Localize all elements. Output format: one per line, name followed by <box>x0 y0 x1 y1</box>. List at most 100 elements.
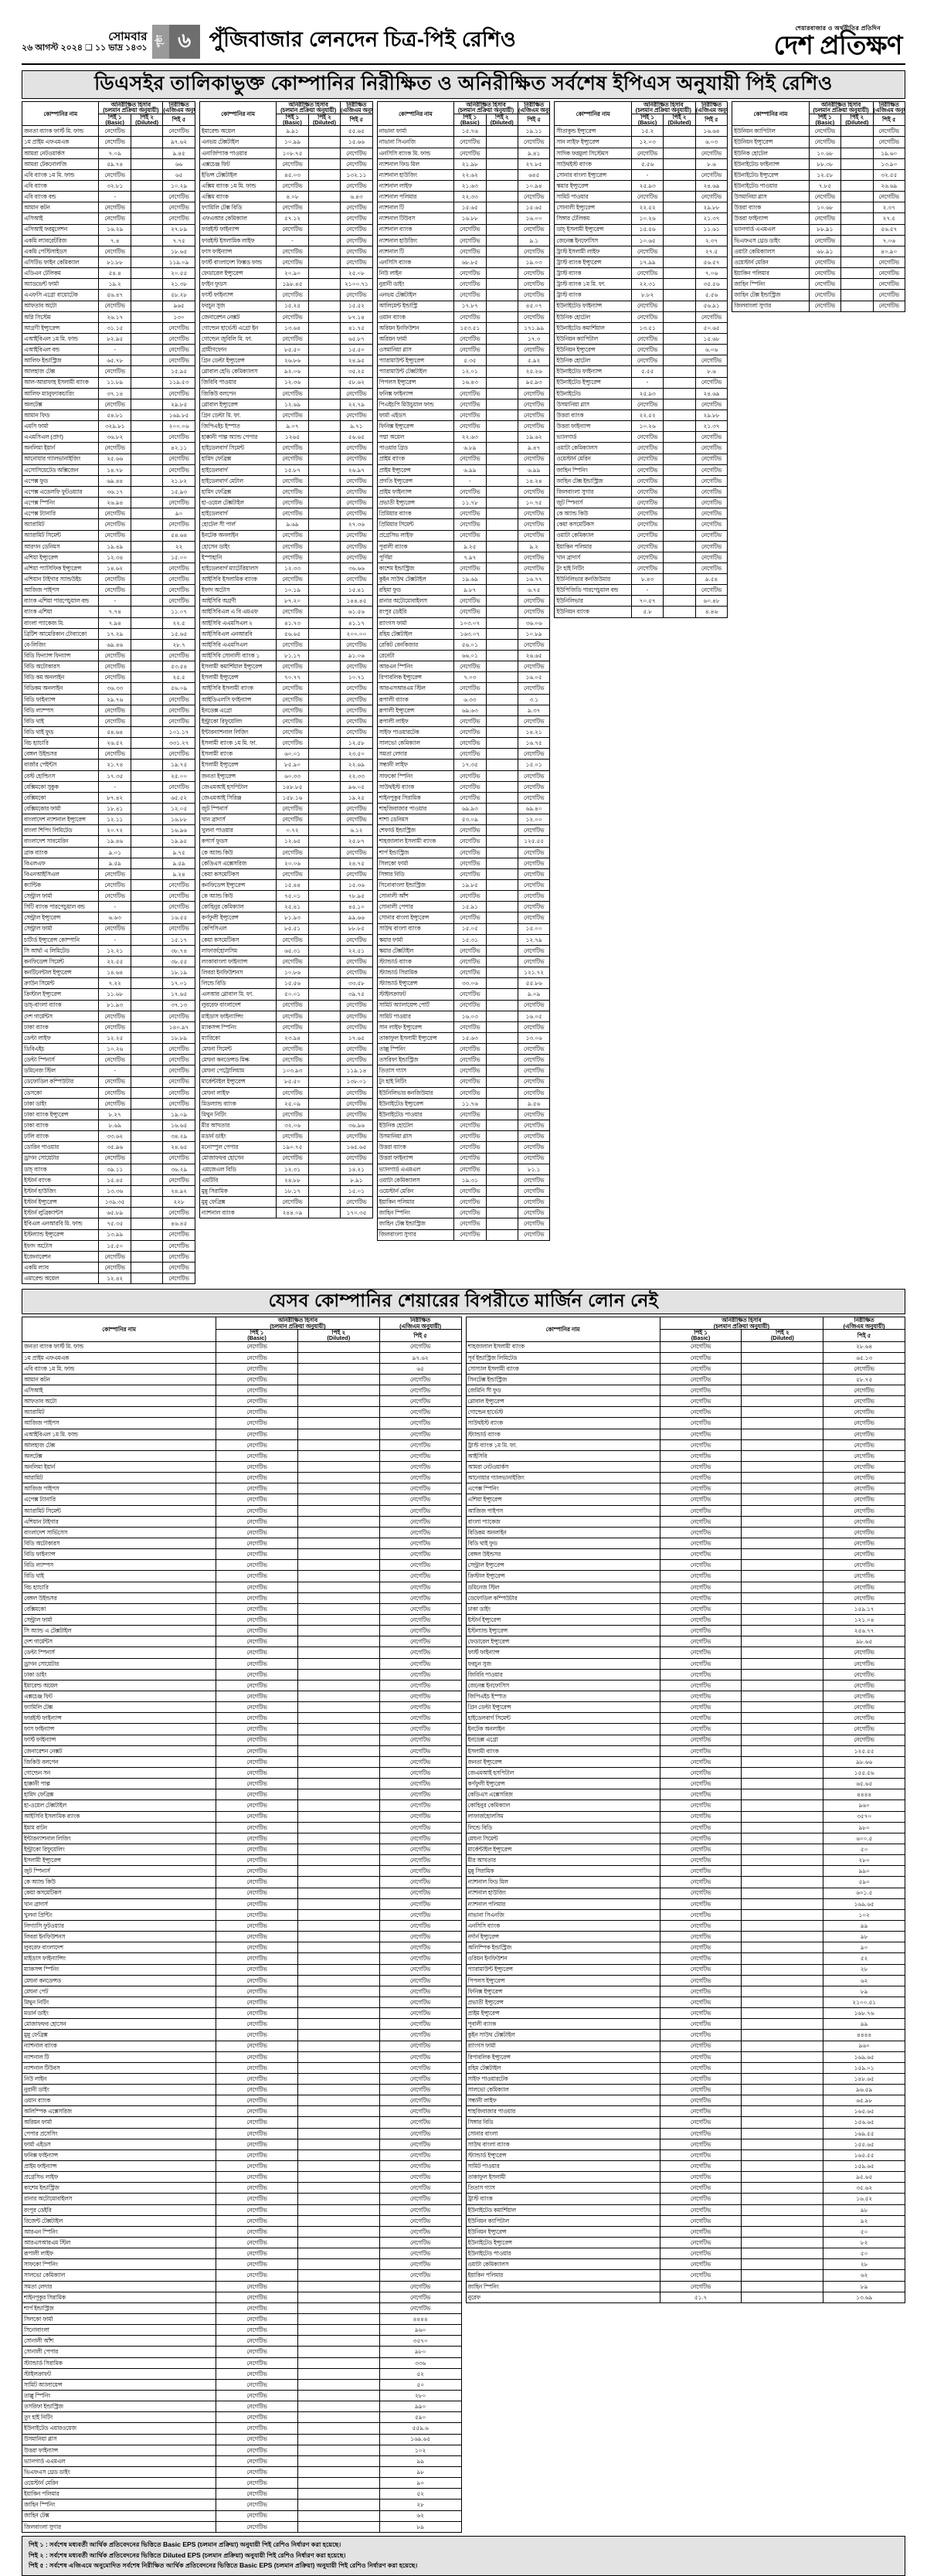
table-row: এএফসি এগ্রো বায়োটেক ৫৬.৪৭ ৫৮.২৮ <box>21 289 195 301</box>
company-name-cell: বিএনআইসিএল <box>21 868 100 881</box>
company-name-cell: ইউনিয়ন ক্যাপিটাল <box>732 125 810 138</box>
table-row: লিন্ডে বিডি নেগেটিভ ৯৮০ <box>465 1821 905 1833</box>
company-name-cell: বাংলাদেশ সাবমেরিন <box>21 835 100 848</box>
pe5-cell: নেগেটিভ <box>162 125 195 138</box>
pe5-cell: ১২.০০ <box>517 814 551 826</box>
company-name-cell: এনসিসি ব্যাংক মি. ফান্ড <box>376 147 455 159</box>
table-row: সোনালী পেপার ১৫.৯১ নেগেটিভ <box>376 901 551 913</box>
pe5-cell: ২১.৩৭ <box>694 212 728 225</box>
pe1-cell: নেগেটিভ <box>453 1207 487 1219</box>
pe2-cell <box>485 1054 518 1066</box>
company-name-cell: জেনেক্স ইনফোসিস <box>554 234 632 246</box>
company-name-cell: আমরা নেটওয়ার্কস <box>21 147 100 159</box>
table-row: মোজাফফর হোসেন নেগেটিভ নেগেটিভ <box>199 1152 373 1164</box>
pe5-cell: ৫৬.৬৫ <box>340 431 373 443</box>
pe1-cell: ৫.৩৫ <box>453 355 487 367</box>
company-name-cell: ঢাকা ডাইং <box>21 1097 100 1110</box>
pe5-cell: ২৭.৮৫ <box>517 158 551 170</box>
table-row: ডিবিএইচ ১০.২৬ নেগেটিভ <box>21 1043 195 1055</box>
pe1-cell: ১৫.৪৪ <box>276 878 309 892</box>
table-row: সমতা লেদার নেগেটিভ নেগেটিভ <box>376 748 551 760</box>
company-name-cell: আনোয়ার গ্যালভানাইজিং <box>21 453 100 465</box>
pe1-cell: নেগেটিভ <box>659 1657 742 1670</box>
pe5-cell: নেগেটিভ <box>379 2029 462 2041</box>
pe1-cell: নেগেটিভ <box>453 136 487 148</box>
pe1-cell: নেগেটিভ <box>276 442 309 454</box>
company-name-cell: সালভো কেমিক্যাল <box>376 737 455 749</box>
company-name-cell: রেনেটা <box>376 650 455 662</box>
company-name-cell: ক্রিস্টাল ইন্স্যুরেন্স <box>465 1570 660 1582</box>
table-row: জনতা ইন্স্যুরেন্স নেগেটিভ ৯৮.৬৬ <box>465 1755 905 1768</box>
company-name-cell: ওয়েস্টার্ন মেরিন <box>554 453 632 465</box>
pe2-cell <box>297 2291 380 2303</box>
company-name-cell: ফেডারেল ইন্স্যুরেন্স <box>465 1636 660 1648</box>
pe5-cell: ১৭০.৩৫ <box>340 1207 373 1219</box>
pe1-cell: নেগেটিভ <box>98 868 131 881</box>
pe1-cell: ৮৫.৫১ <box>276 923 309 935</box>
pe1-cell: নেগেটিভ <box>276 1043 309 1055</box>
table-row: ন্যাশনাল ব্যাংক ২৪৪.০৯ ১৭০.৩৫ <box>199 1207 373 1219</box>
company-name-cell: উত্তরা ফাইন্যান্স <box>21 2444 217 2456</box>
pe1-cell: ২১.৬৩ <box>453 179 487 192</box>
pe1-cell: ৯.০১ <box>98 846 131 858</box>
table-row: শার্প ইন্ডাস্ট্রিজ নেগেটিভ নেগেটিভ <box>21 2302 462 2315</box>
pe-table: কোম্পানির নাম অনিরীক্ষিত হিসাব (চলমান প্রক… <box>554 100 728 618</box>
company-name-cell: জিবিবি পাওয়ার <box>465 1668 660 1681</box>
pe1-cell: ৮৮.৯১ <box>808 223 842 236</box>
pe2-cell <box>485 638 518 651</box>
table-row: আজিজ পাইপস নেগেটিভ নেগেটিভ <box>21 1417 462 1429</box>
table-row: বেক্সিমকোর ফার্মা ১৮.৪১ ১২.০৫ <box>21 803 195 815</box>
pe5-cell: ৬০.৪৮ <box>694 595 728 607</box>
table-row: সেন্ট্রাল ইন্স্যুরেন্স নেগেটিভ নেগেটিভ <box>465 1559 905 1572</box>
company-name-cell: ইউনাইটেড ফাইন্যান্স <box>554 365 632 378</box>
table-row: ইমারেল্ড অয়েল ৯.৯১ ৫৫.৬৫ <box>199 125 373 138</box>
company-name-cell: শাইনপুকুর সিরামিক <box>376 791 455 804</box>
company-name-cell: স্ট্যান্ডার্ড ইন্স্যুরেন্স <box>376 977 455 990</box>
margin-loan-banner: যেসব কোম্পানির শেয়ারের বিপরীতে মার্জিন … <box>22 1289 905 1315</box>
table-row: তিতাস গ্যাস নেগেটিভ নেগেটিভ <box>376 1065 551 1077</box>
pe5-cell: নেগেটিভ <box>379 1428 462 1440</box>
table-row: বিডি থাই ফুড ৫৪.৬৪ ১০১.১৭ <box>21 726 195 739</box>
table-row: সন্ধানী লাইফ নেগেটিভ ৬৫.৯৮ <box>465 2095 905 2107</box>
pe1-cell: নেগেটিভ <box>659 1625 742 1637</box>
pe2-cell <box>741 1919 824 1932</box>
pe2-cell <box>297 1614 380 1626</box>
company-name-cell: ওয়াটা কেমিক্যাল <box>554 529 632 542</box>
pe1-cell: নেগেটিভ <box>659 1515 742 1528</box>
pe5-cell: নেগেটিভ <box>823 1734 905 1746</box>
pe2-cell <box>741 1428 824 1440</box>
pe5-cell: ১১.০৭ <box>162 606 195 618</box>
pe2-cell <box>741 1636 824 1648</box>
pe5-cell: ৫৮.২৮ <box>162 289 195 301</box>
pe5-cell: নেগেটিভ <box>162 573 195 586</box>
company-name-cell: লিবরা ইনফিউশনস <box>21 1931 217 1943</box>
pe2-cell <box>485 955 518 968</box>
table-row: জিবিবি পাওয়ার ১২.৩৬ ৫৮.৬২ <box>199 376 373 389</box>
col-header-pe2: পিই ২ (Diluted) <box>485 113 518 127</box>
company-name-cell: অলটেক্স <box>21 398 100 410</box>
company-name-cell: খান ব্রাদার্স <box>199 814 277 826</box>
pe1-cell: নেগেটিভ <box>216 1679 298 1692</box>
table-row: রানার অটোমোবাইলস নেগেটিভ নেগেটিভ <box>376 595 551 607</box>
pe2-cell <box>307 715 341 728</box>
company-name-cell: হোসেন ডাইং <box>199 540 277 552</box>
company-name-cell: এসিটিভ ফাইন কেমিক্যাল <box>21 256 100 269</box>
pe1-cell: ২২.৬২ <box>453 168 487 182</box>
pe2-cell <box>297 1668 380 1681</box>
table-row: জুট স্পিনার্স নেগেটিভ নেগেটিভ <box>199 803 373 815</box>
table-row: বিডি অটোকারস নেগেটিভ নেগেটিভ <box>21 1538 462 1550</box>
pe5-cell: নেগেটিভ <box>517 518 551 531</box>
pe5-cell: ৬.০৩ <box>694 136 728 148</box>
pe1-cell: নেগেটিভ <box>216 2422 298 2435</box>
company-name-cell: খান ব্রাদার্স <box>554 551 632 563</box>
table-row: মেঘনা কনডেন্সড নেগেটিভ নেগেটিভ <box>21 1974 462 1986</box>
company-name-cell: কোহিনুর কেমিক্যাল <box>465 1799 660 1812</box>
company-name-cell: ইমাম বাটন <box>21 1821 217 1833</box>
table-row: জাহিন টেক্স ইন্ডাস্ট্রিজ নেগেটিভ নেগেটিভ <box>732 289 905 301</box>
table-row: ইসলামী ইন্স্যুরেন্স নেগেটিভ নেগেটিভ <box>21 1854 462 1867</box>
company-name-cell: ভিএফএস থ্রেড ডাইং <box>732 234 810 246</box>
pe5-cell: নেগেটিভ <box>517 770 551 782</box>
company-name-cell: ইউনাইটেড ফাইন্যান্স <box>554 300 632 312</box>
pe1-cell: নেগেটিভ <box>630 431 664 443</box>
pe1-cell: ১৯.৩১ <box>453 1174 487 1186</box>
